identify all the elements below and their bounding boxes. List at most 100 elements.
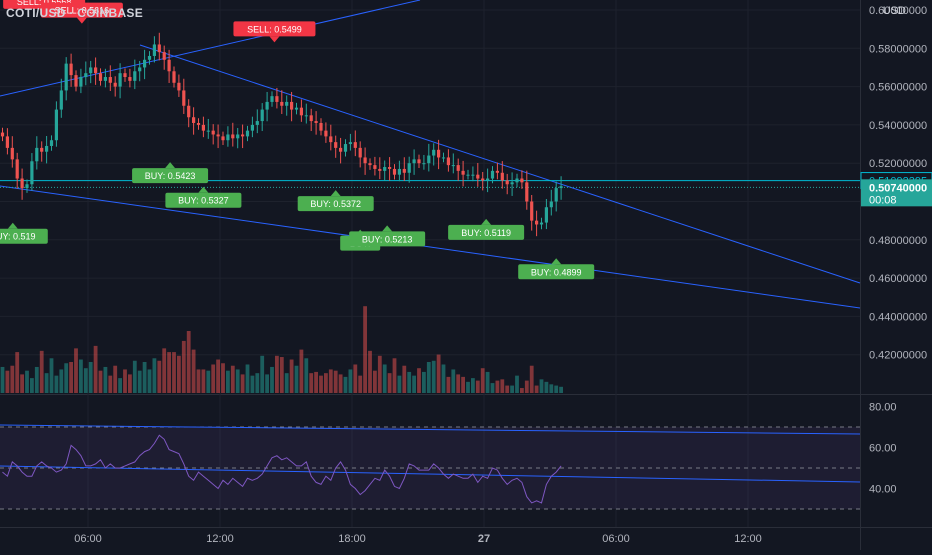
candle-body: [64, 63, 68, 91]
time-tick-label: 06:00: [602, 533, 630, 545]
sell-signal-label: SELL: 0.5499: [247, 24, 302, 34]
candle-body: [187, 105, 191, 118]
candle-body: [319, 122, 323, 131]
candle-body: [412, 159, 416, 164]
candle-body: [201, 124, 205, 131]
volume-bar: [230, 365, 235, 393]
candle-body: [432, 149, 436, 156]
candle-body: [10, 147, 14, 160]
candle-body: [241, 134, 245, 137]
volume-bar: [422, 371, 426, 393]
volume-bar: [461, 376, 465, 393]
candle-body: [486, 178, 490, 181]
volume-bar: [128, 374, 132, 393]
candle-body: [383, 167, 387, 171]
buy-signal-label: BUY: 0.5372: [310, 199, 361, 209]
volume-bar: [152, 358, 157, 393]
candle-body: [378, 168, 382, 171]
buy-signal-label: BUY: 0.5119: [461, 228, 511, 238]
rsi-upper-trendline: [0, 424, 861, 435]
volume-bar: [304, 358, 309, 393]
candle-body: [304, 115, 308, 117]
sell-signal-pointer: [269, 36, 280, 43]
rsi-tick-label: 80.00: [869, 402, 897, 414]
candle-body: [216, 134, 220, 137]
candle-body: [84, 73, 88, 78]
candle-body: [446, 157, 450, 166]
candle-body: [520, 178, 524, 183]
candle-body: [397, 168, 401, 175]
volume-bar: [177, 355, 181, 393]
volume-bar: [436, 354, 441, 393]
rsi-tick-label: 40.00: [869, 484, 897, 496]
volume-bar: [196, 369, 201, 393]
volume-bar: [549, 384, 554, 393]
volume-bar: [201, 369, 206, 393]
volume-bar: [0, 366, 5, 393]
candle-body: [35, 147, 39, 162]
buy-signal-badge: [132, 168, 209, 184]
rising-trendline: [0, 0, 421, 97]
volume-bar: [358, 375, 363, 393]
volume-bar: [54, 375, 59, 393]
buy-signal-label: BUY: 0.5327: [178, 196, 229, 206]
volume-bar: [392, 358, 397, 393]
price-tick-label: 0.54000000: [869, 120, 927, 132]
candle-body: [471, 174, 475, 176]
candle-body: [196, 122, 201, 125]
volume-bar: [451, 369, 456, 393]
candle-body: [221, 136, 225, 141]
volume-bar: [554, 385, 559, 393]
volume-bar: [363, 306, 367, 393]
volume-bar: [132, 360, 137, 393]
volume-bar: [368, 350, 372, 393]
candle-body: [45, 145, 49, 152]
candle-body: [172, 71, 176, 83]
volume-bar: [265, 374, 269, 393]
volume-bar: [309, 373, 314, 393]
time-tick-label: 12:00: [206, 533, 234, 545]
candle-body: [490, 170, 495, 179]
volume-bar: [142, 362, 147, 393]
volume-bar: [524, 380, 529, 393]
currency-label: USD: [882, 5, 906, 17]
volume-bar: [279, 357, 284, 393]
buy-signal-label: BUY: 0.5423: [145, 171, 196, 181]
candle-body: [500, 172, 504, 181]
last-price-tag-text: 0.50740000: [869, 182, 927, 194]
candle-body: [476, 174, 480, 179]
volume-bar: [74, 348, 78, 393]
candle-body: [481, 178, 485, 181]
volume-bar: [137, 370, 142, 393]
volume-bar: [206, 370, 211, 393]
time-tick-label: 27: [478, 533, 490, 545]
buy-signal-pointer: [7, 222, 18, 229]
price-tick-label: 0.52000000: [869, 158, 927, 170]
candle-body: [358, 147, 362, 158]
candle-body: [192, 117, 196, 123]
candle-body: [69, 63, 73, 76]
candle-body: [363, 157, 367, 164]
candle-body: [133, 71, 137, 81]
last-price-tag: [861, 179, 932, 207]
volume-bar: [15, 352, 20, 393]
candle-body: [388, 167, 392, 169]
buy-signal-badge: [297, 196, 374, 212]
volume-bar: [245, 364, 250, 393]
volume-bar: [216, 359, 220, 393]
candle-body: [89, 67, 93, 74]
buy-signal-pointer: [382, 225, 393, 232]
candle-body: [59, 90, 63, 110]
candle-body: [422, 163, 426, 165]
candle-body: [285, 101, 289, 106]
volume-bar: [412, 375, 416, 393]
buy-signal-pointer: [481, 218, 492, 225]
candle-body: [177, 82, 181, 91]
volume-bar: [314, 371, 318, 393]
volume-bar: [397, 375, 402, 393]
volume-bar: [39, 350, 44, 393]
price-tick-label: 0.46000000: [869, 273, 927, 285]
